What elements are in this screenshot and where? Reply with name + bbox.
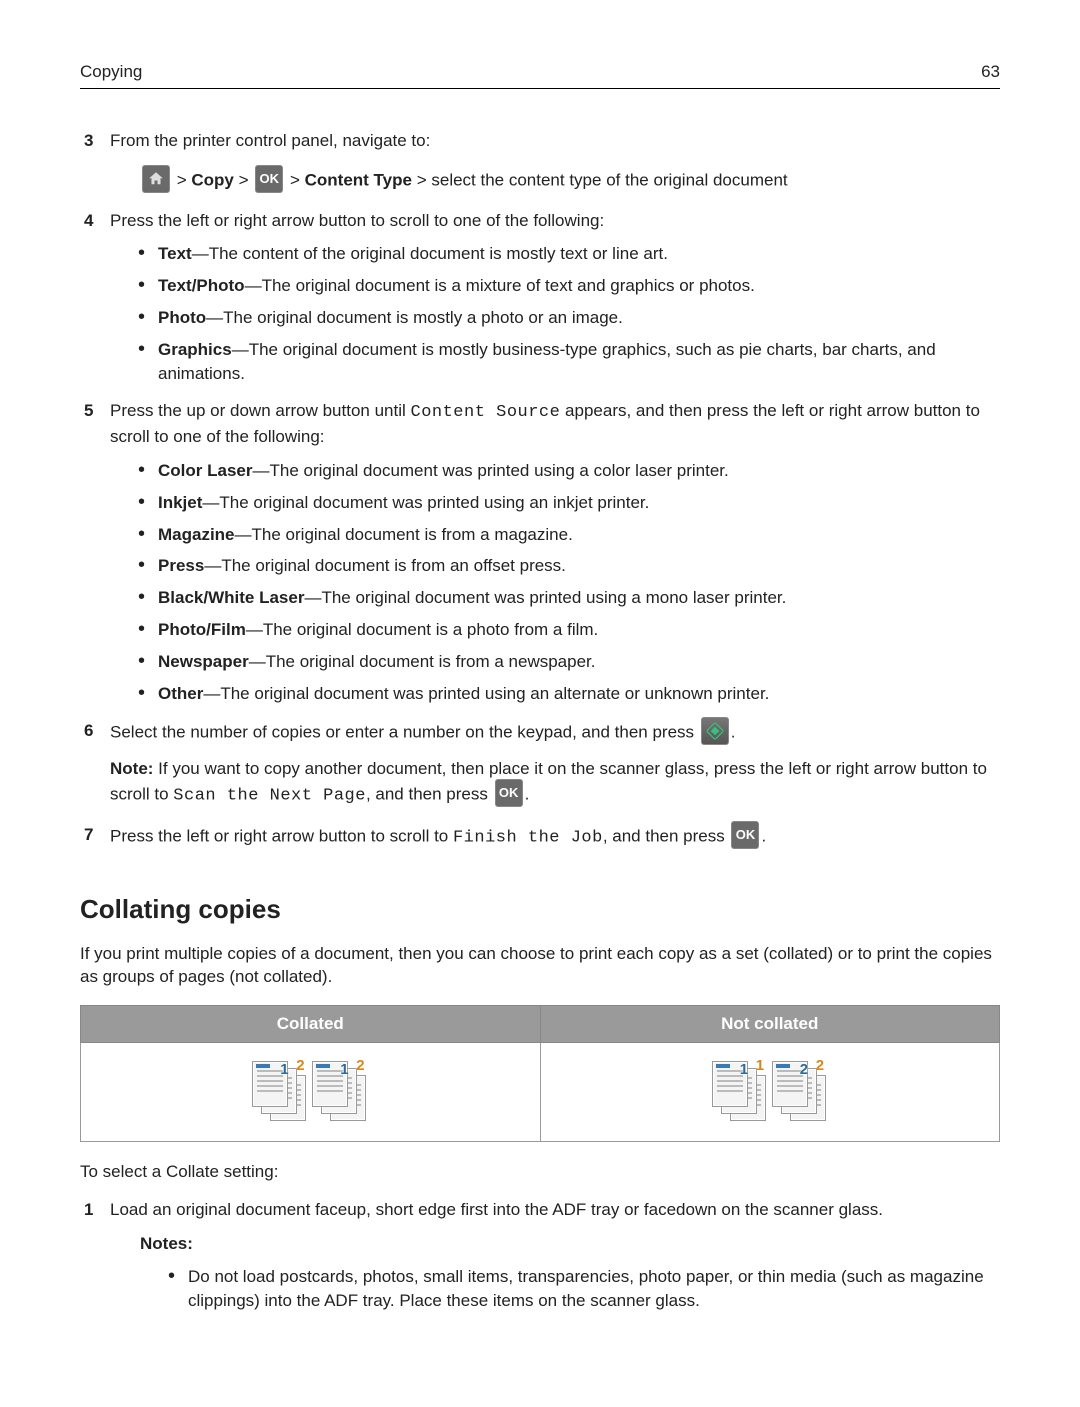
desc: —The original document is from an offset…: [204, 556, 566, 575]
term: Text/Photo: [158, 276, 245, 295]
step-number: 5: [84, 399, 93, 423]
step-text-post: , and then press: [603, 827, 730, 846]
step-number: 3: [84, 129, 93, 153]
step-number: 7: [84, 823, 93, 847]
list-item: Other—The original document was printed …: [138, 682, 1000, 706]
start-icon: [701, 717, 729, 745]
term: Inkjet: [158, 493, 202, 512]
nav-path: > Copy > OK > Content Type > select the …: [140, 167, 1000, 195]
ok-icon: OK: [255, 165, 283, 193]
page-header: Copying 63: [80, 60, 1000, 89]
note-label: Note:: [110, 759, 153, 778]
desc: —The original document was printed using…: [203, 684, 769, 703]
term: Press: [158, 556, 204, 575]
th-collated: Collated: [81, 1006, 541, 1043]
collate-table: Collated Not collated 1212 1122: [80, 1005, 1000, 1142]
step-4: 4 Press the left or right arrow button t…: [80, 209, 1000, 386]
to-select: To select a Collate setting:: [80, 1160, 1000, 1184]
code-finish-job: Finish the Job: [453, 829, 603, 848]
term: Black/White Laser: [158, 588, 304, 607]
desc: —The original document is from a newspap…: [249, 652, 596, 671]
step-7: 7 Press the left or right arrow button t…: [80, 823, 1000, 851]
nav-tail: > select the content type of the origina…: [412, 170, 788, 189]
nav-content-type: Content Type: [305, 170, 412, 189]
desc: —The original document was printed using…: [202, 493, 649, 512]
page-stack-icon: 22: [772, 1061, 828, 1123]
step-text: From the printer control panel, navigate…: [110, 131, 430, 150]
desc: —The original document is a mixture of t…: [245, 276, 755, 295]
list-item: Press—The original document is from an o…: [138, 554, 1000, 578]
term: Graphics: [158, 340, 232, 359]
term: Magazine: [158, 525, 235, 544]
step-5: 5 Press the up or down arrow button unti…: [80, 399, 1000, 705]
term: Color Laser: [158, 461, 252, 480]
list-item: Text—The content of the original documen…: [138, 242, 1000, 266]
list-item: Text/Photo—The original document is a mi…: [138, 274, 1000, 298]
list-item: Color Laser—The original document was pr…: [138, 459, 1000, 483]
step-number: 6: [84, 719, 93, 743]
step-number: 4: [84, 209, 93, 233]
page-number: 63: [981, 60, 1000, 84]
step-text: Press the left or right arrow button to …: [110, 211, 604, 230]
cell-not-collated: 1122: [540, 1042, 1000, 1141]
term: Photo: [158, 308, 206, 327]
step-3: 3 From the printer control panel, naviga…: [80, 129, 1000, 195]
page-stack-icon: 12: [312, 1061, 368, 1123]
code-content-source: Content Source: [411, 403, 561, 422]
desc: —The original document was printed using…: [304, 588, 786, 607]
list-item: Photo—The original document is mostly a …: [138, 306, 1000, 330]
section-title: Copying: [80, 60, 142, 84]
step-6-note: Note: If you want to copy another docume…: [110, 757, 1000, 809]
list-item: Newspaper—The original document is from …: [138, 650, 1000, 674]
list-item: Magazine—The original document is from a…: [138, 523, 1000, 547]
term: Newspaper: [158, 652, 249, 671]
ok-icon: OK: [495, 779, 523, 807]
step-text: Select the number of copies or enter a n…: [110, 723, 699, 742]
step-text-pre: Press the up or down arrow button until: [110, 401, 411, 420]
heading-collating: Collating copies: [80, 891, 1000, 927]
term: Other: [158, 684, 203, 703]
collate-step-1: 1 Load an original document faceup, shor…: [80, 1198, 1000, 1313]
th-not-collated: Not collated: [540, 1006, 1000, 1043]
notes-block: Notes: Do not load postcards, photos, sm…: [140, 1232, 1000, 1313]
page-stack-icon: 11: [712, 1061, 768, 1123]
notes-label: Notes:: [140, 1232, 1000, 1256]
step-6: 6 Select the number of copies or enter a…: [80, 719, 1000, 809]
list-item: Black/White Laser—The original document …: [138, 586, 1000, 610]
desc: —The original document is from a magazin…: [235, 525, 573, 544]
list-item: Inkjet—The original document was printed…: [138, 491, 1000, 515]
nav-copy: Copy: [191, 170, 234, 189]
list-item: Do not load postcards, photos, small ite…: [168, 1265, 1000, 1313]
step-number: 1: [84, 1198, 93, 1222]
ok-icon: OK: [731, 821, 759, 849]
collate-intro: If you print multiple copies of a docume…: [80, 942, 1000, 990]
desc: —The content of the original document is…: [192, 244, 668, 263]
note-text-b: , and then press: [366, 785, 493, 804]
cell-collated: 1212: [81, 1042, 541, 1141]
page-stack-icon: 12: [252, 1061, 308, 1123]
list-item: Photo/Film—The original document is a ph…: [138, 618, 1000, 642]
step-text-pre: Press the left or right arrow button to …: [110, 827, 453, 846]
code-scan-next: Scan the Next Page: [173, 787, 366, 806]
home-icon: [142, 165, 170, 193]
desc: —The original document is a photo from a…: [246, 620, 598, 639]
desc: —The original document was printed using…: [252, 461, 728, 480]
desc: —The original document is mostly a photo…: [206, 308, 623, 327]
list-item: Graphics—The original document is mostly…: [138, 338, 1000, 386]
term: Text: [158, 244, 192, 263]
desc: —The original document is mostly busines…: [158, 340, 936, 383]
term: Photo/Film: [158, 620, 246, 639]
step-text: Load an original document faceup, short …: [110, 1200, 883, 1219]
